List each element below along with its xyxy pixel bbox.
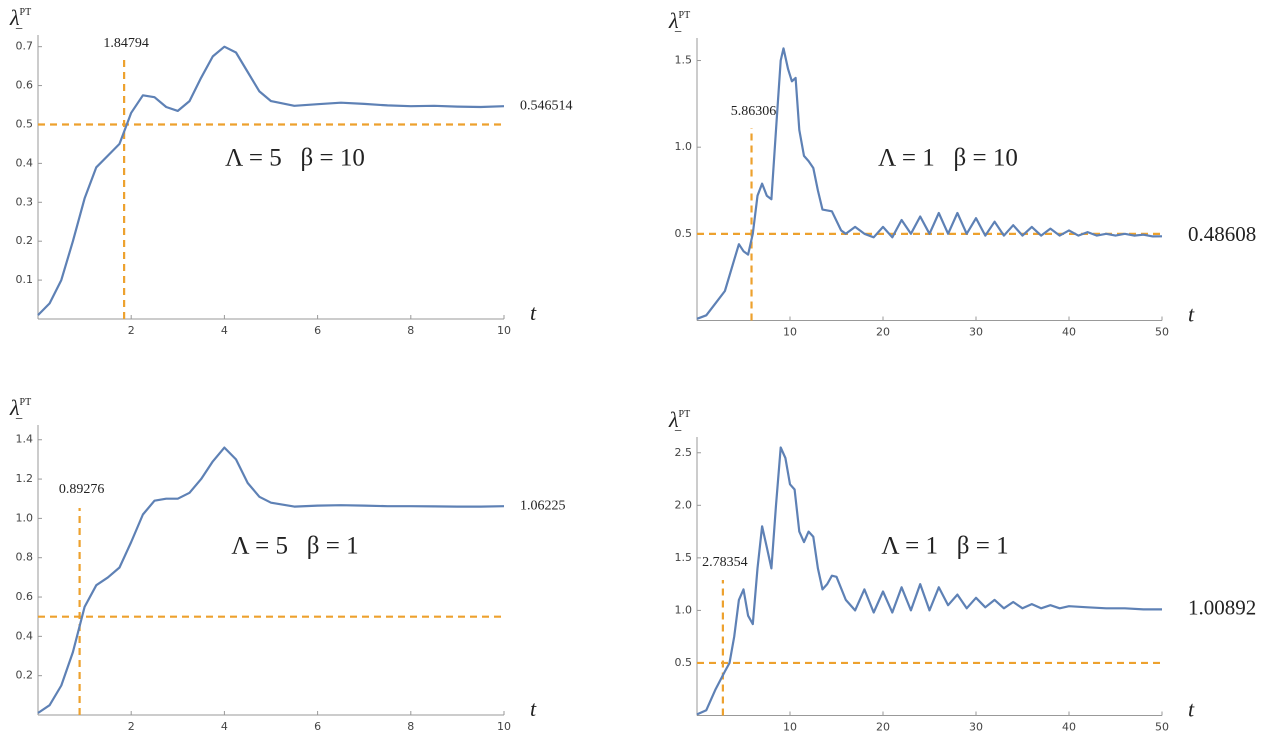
y-tick-label: 0.5 <box>675 227 693 240</box>
x-tick-label: 10 <box>497 720 511 733</box>
y-axis-label: λPT − <box>9 395 31 427</box>
x-axis-label: t <box>530 300 537 325</box>
y-axis-symbol: λ <box>9 395 20 420</box>
y-tick-label: 0.1 <box>16 273 34 286</box>
y-axis-symbol: λ <box>668 407 679 432</box>
parameter-annotation: Λ = 1 β = 1 <box>881 533 1008 560</box>
y-axis-subscript: − <box>674 25 682 40</box>
x-tick-label: 4 <box>221 720 228 733</box>
x-axis-label: t <box>530 696 537 721</box>
y-tick-label: 1.0 <box>675 603 693 616</box>
y-tick-label: 1.5 <box>675 54 693 67</box>
x-tick-label: 30 <box>969 326 983 339</box>
y-axis-label: λPT − <box>668 407 690 439</box>
y-tick-label: 1.2 <box>16 472 34 485</box>
end-value-label: 0.546514 <box>520 99 573 114</box>
y-tick-label: 2.0 <box>675 498 693 511</box>
y-tick-label: 0.5 <box>16 117 34 130</box>
y-axis-symbol: λ <box>668 8 679 33</box>
y-tick-label: 1.5 <box>675 551 693 564</box>
x-tick-label: 10 <box>783 326 797 339</box>
x-tick-label: 4 <box>221 324 228 337</box>
y-tick-label: 0.3 <box>16 195 34 208</box>
x-tick-label: 6 <box>314 720 321 733</box>
x-axis-label: t <box>1188 697 1195 722</box>
data-line <box>696 446 1162 716</box>
y-tick-label: 0.4 <box>16 156 34 169</box>
y-tick-label: 1.0 <box>675 140 693 153</box>
y-tick-label: 0.2 <box>16 234 34 247</box>
x-tick-label: 50 <box>1155 721 1169 734</box>
x-tick-label: 40 <box>1062 326 1076 339</box>
data-line <box>37 446 505 714</box>
crossing-label: 0.89276 <box>59 482 105 497</box>
y-tick-label: 0.2 <box>16 669 34 682</box>
y-tick-label: 1.0 <box>16 511 34 524</box>
parameter-annotation: Λ = 1 β = 10 <box>878 145 1018 172</box>
y-tick-label: 2.5 <box>675 446 693 459</box>
y-axis-label: λPT − <box>9 5 31 37</box>
x-tick-label: 20 <box>876 326 890 339</box>
y-tick-label: 0.6 <box>16 79 34 92</box>
end-value-label: 1.06225 <box>520 498 566 513</box>
end-value-label: 0.48608 <box>1188 222 1256 246</box>
x-tick-label: 50 <box>1155 326 1169 339</box>
parameter-annotation: Λ = 5 β = 10 <box>225 145 365 172</box>
x-tick-label: 10 <box>783 721 797 734</box>
y-axis-superscript: PT <box>20 397 32 408</box>
y-axis-superscript: PT <box>679 409 691 420</box>
parameter-annotation: Λ = 5 β = 1 <box>231 533 358 560</box>
data-line <box>37 45 505 316</box>
y-axis-symbol: λ <box>9 5 20 30</box>
x-tick-label: 30 <box>969 721 983 734</box>
x-tick-label: 20 <box>876 721 890 734</box>
end-value-label: 1.00892 <box>1188 595 1256 619</box>
x-axis-label: t <box>1188 302 1195 327</box>
y-axis-superscript: PT <box>679 10 691 21</box>
x-tick-label: 10 <box>497 324 511 337</box>
y-tick-label: 1.4 <box>16 433 34 446</box>
y-axis-subscript: − <box>15 412 23 427</box>
y-axis-superscript: PT <box>20 7 32 18</box>
data-line <box>696 47 1163 320</box>
x-tick-label: 6 <box>314 324 321 337</box>
y-axis-label: λPT − <box>668 8 690 40</box>
x-tick-label: 8 <box>407 720 414 733</box>
y-tick-label: 0.7 <box>16 40 34 53</box>
y-tick-label: 0.4 <box>16 629 34 642</box>
y-tick-label: 0.5 <box>675 656 693 669</box>
crossing-label: 2.78354 <box>702 555 748 570</box>
y-tick-label: 0.8 <box>16 551 34 564</box>
x-tick-label: 2 <box>128 324 135 337</box>
x-tick-label: 2 <box>128 720 135 733</box>
x-tick-label: 8 <box>407 324 414 337</box>
y-tick-label: 0.6 <box>16 590 34 603</box>
crossing-label: 5.86306 <box>731 104 777 119</box>
crossing-label: 1.84794 <box>103 36 149 51</box>
x-tick-label: 40 <box>1062 721 1076 734</box>
y-axis-subscript: − <box>15 22 23 37</box>
y-axis-subscript: − <box>674 424 682 439</box>
